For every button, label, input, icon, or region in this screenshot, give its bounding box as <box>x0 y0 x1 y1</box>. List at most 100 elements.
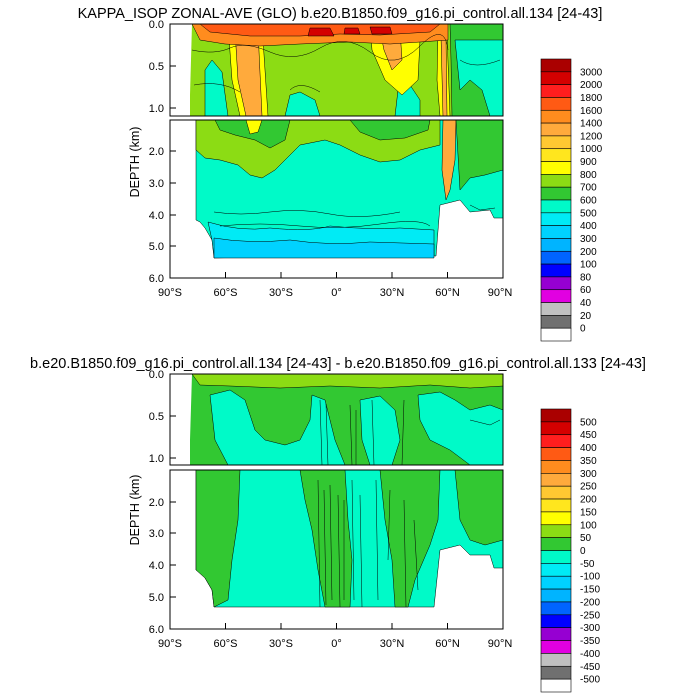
colorbar-label: 800 <box>580 170 597 181</box>
colorbar-label: 1000 <box>580 144 603 155</box>
colorbar-label: 250 <box>580 482 597 493</box>
contour-bottom-deep <box>213 237 435 259</box>
x-tick-label: 30°N <box>380 287 405 299</box>
colorbar-swatch <box>540 447 572 461</box>
colorbar-label: 500 <box>580 417 597 428</box>
colorbar-swatch <box>540 601 572 616</box>
contour-orange-column <box>441 120 457 201</box>
y-axis-top: 0.0 0.5 1.0 2.0 3.0 4.0 5.0 6.0 <box>149 19 176 285</box>
colorbar-label: -50 <box>580 559 595 570</box>
panel-bottom: b.e20.B1850.f09_g16.pi_control.all.134 [… <box>30 356 646 693</box>
colorbar-swatch <box>540 302 572 316</box>
y-axis-label-top: DEPTH (km) <box>128 127 142 198</box>
chart-title-top: KAPPA_ISOP ZONAL-AVE (GLO) b.e20.B1850.f… <box>78 6 603 22</box>
colorbar-swatch <box>540 276 572 291</box>
colorbar-label: 500 <box>580 208 597 219</box>
x-tick-label: 0° <box>331 287 342 299</box>
x-tick-label: 90°N <box>488 638 513 650</box>
colorbar-swatch <box>540 588 572 603</box>
colorbar-swatch <box>540 289 572 303</box>
colorbar-label: 200 <box>580 495 597 506</box>
y-tick-label: 0.0 <box>149 369 164 381</box>
y-axis-bottom: 0.0 0.5 1.0 2.0 3.0 4.0 5.0 6.0 <box>149 369 176 636</box>
colorbar-label: 900 <box>580 157 597 168</box>
y-tick-label: 0.0 <box>149 19 164 31</box>
contour-surface-darkred <box>307 26 393 37</box>
colorbar-swatch <box>540 58 572 73</box>
colorbar-label: 80 <box>580 272 592 283</box>
y-tick-label: 0.5 <box>149 61 164 73</box>
y-tick-label: 6.0 <box>149 273 164 285</box>
y-tick-label: 4.0 <box>149 210 164 222</box>
colorbar-label: 3000 <box>580 67 603 78</box>
colorbar-swatch <box>540 71 572 85</box>
colorbar-swatch <box>540 653 572 667</box>
x-tick-label: 60°S <box>214 638 238 650</box>
colorbar-label: 0 <box>580 324 586 335</box>
contour-lines <box>319 399 501 465</box>
colorbar-swatch <box>540 678 572 693</box>
colorbar-swatch <box>540 199 572 214</box>
colorbar-swatch <box>540 250 572 265</box>
lower-sub-panel-bottom <box>170 470 503 629</box>
colorbar-swatch <box>540 421 572 436</box>
contour-north-cyan <box>454 39 503 116</box>
y-axis-label-bottom: DEPTH (km) <box>128 475 142 546</box>
y-tick-label: 1.0 <box>149 453 164 465</box>
colorbar-swatch <box>540 434 572 448</box>
colorbar-label: -300 <box>580 623 600 634</box>
colorbar-swatch <box>540 97 572 111</box>
upper-sub-panel-top <box>170 24 503 116</box>
colorbar-swatch <box>540 537 572 551</box>
colorbar-swatch <box>540 148 572 162</box>
y-tick-label: 0.5 <box>149 411 164 423</box>
chart-title-bottom: b.e20.B1850.f09_g16.pi_control.all.134 [… <box>30 356 646 372</box>
colorbar-top: 3000200018001600140012001000900800700600… <box>540 58 603 342</box>
contour-lines <box>213 204 496 228</box>
colorbar-label: -200 <box>580 597 600 608</box>
y-tick-label: 2.0 <box>149 146 164 158</box>
x-axis-top: 90°S 60°S 30°S 0° 30°N 60°N 90°N <box>158 272 512 299</box>
colorbar-label: 350 <box>580 456 597 467</box>
colorbar-label: 0 <box>580 546 586 557</box>
colorbar-swatch <box>540 640 572 654</box>
y-tick-label: 4.0 <box>149 560 164 572</box>
colorbar-swatch <box>540 460 572 474</box>
colorbar-label: 50 <box>580 533 592 544</box>
y-tick-label: 5.0 <box>149 241 164 253</box>
colorbar-label: 700 <box>580 183 597 194</box>
colorbar-label: -350 <box>580 636 600 647</box>
colorbar-label: 1400 <box>580 119 603 130</box>
colorbar-label: 450 <box>580 430 597 441</box>
colorbar-swatch <box>540 627 572 641</box>
colorbar-bottom: 500450400350300250200150100500-50-100-15… <box>540 408 600 693</box>
colorbar-swatch <box>540 109 572 124</box>
colorbar-swatch <box>540 135 572 150</box>
colorbar-swatch <box>540 327 572 342</box>
x-tick-label: 30°N <box>380 638 405 650</box>
colorbar-swatch <box>540 473 572 487</box>
panel-top: KAPPA_ISOP ZONAL-AVE (GLO) b.e20.B1850.f… <box>78 6 603 342</box>
contour-north-green <box>455 120 503 191</box>
colorbar-swatch <box>540 212 572 226</box>
colorbar-label: 2000 <box>580 80 603 91</box>
colorbar-label: 20 <box>580 311 592 322</box>
colorbar-swatch <box>540 665 572 680</box>
colorbar-label: 400 <box>580 443 597 454</box>
contour-yellow-column <box>245 120 263 135</box>
colorbar-label: -250 <box>580 610 600 621</box>
upper-sub-panel-frame <box>169 373 504 466</box>
x-axis-bottom: 90°S 60°S 30°S 0° 30°N 60°N 90°N <box>158 623 512 650</box>
colorbar-swatch <box>540 263 572 278</box>
colorbar-label: 600 <box>580 196 597 207</box>
colorbar-label: -150 <box>580 585 600 596</box>
colorbar-swatch <box>540 511 572 526</box>
colorbar-swatch <box>540 122 572 137</box>
colorbar-swatch <box>540 174 572 188</box>
colorbar-swatch <box>540 238 572 252</box>
colorbar-swatch <box>540 161 572 175</box>
contour-cyan <box>209 389 503 465</box>
contour-green-strip <box>191 374 503 389</box>
colorbar-swatch <box>540 485 572 500</box>
